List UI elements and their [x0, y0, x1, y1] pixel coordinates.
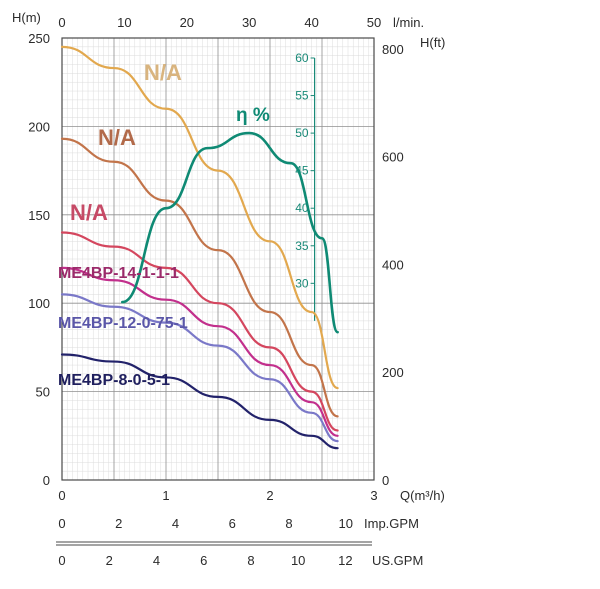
us-gpm-axis-label: US.GPM: [372, 553, 423, 568]
imp-gpm-tick-label: 6: [229, 516, 236, 531]
us-gpm-tick-label: 2: [106, 553, 113, 568]
efficiency-curve: [121, 131, 339, 334]
x-top-tick-label: 50: [367, 15, 381, 30]
y-right-tick-label: 800: [382, 42, 404, 57]
x-top-tick-label: 10: [117, 15, 131, 30]
imp-gpm-tick-label: 0: [58, 516, 65, 531]
series-label-1: N/A: [144, 60, 182, 85]
y-left-tick-label: 250: [28, 31, 50, 46]
imp-gpm-tick-label: 8: [285, 516, 292, 531]
pump-curves: [60, 45, 339, 450]
eta-tick-label: 35: [295, 239, 309, 253]
grid-major: [62, 38, 374, 480]
imp-gpm-tick-label: 4: [172, 516, 179, 531]
eta-tick-label: 60: [295, 51, 309, 65]
y-left-tick-label: 100: [28, 296, 50, 311]
efficiency-label: η %: [236, 105, 270, 126]
y-right-tick-label: 200: [382, 365, 404, 380]
x-bottom-tick-label: 0: [58, 488, 65, 503]
y-left-tick-label: 200: [28, 119, 50, 134]
series-label-5: ME4BP-12-0-75-1: [58, 315, 188, 332]
x-bottom-axis-label: Q(m³/h): [400, 488, 445, 503]
us-gpm-tick-label: 8: [247, 553, 254, 568]
us-gpm-tick-label: 12: [338, 553, 352, 568]
us-gpm-tick-label: 0: [58, 553, 65, 568]
series-labels: N/A N/A N/A ME4BP-14-1-1-1 ME4BP-12-0-75-1 ME…: [58, 60, 188, 389]
series-label-4: ME4BP-14-1-1-1: [58, 265, 179, 282]
x-bottom-tick-label: 2: [266, 488, 273, 503]
y-right-axis-label: H(ft): [420, 35, 445, 50]
pump-curve-2: [60, 137, 339, 418]
gpm-scales: 0 2 4 6 8 10 Imp.GPM 0 2 4 6 8 10 12 US.GPM: [56, 516, 423, 568]
eta-tick-label: 55: [295, 89, 309, 103]
series-label-3: N/A: [70, 200, 108, 225]
y-right-tick-label: 600: [382, 150, 404, 165]
y-left-tick-label: 150: [28, 208, 50, 223]
pump-curve-5: [60, 293, 339, 443]
pump-curve-3: [60, 231, 339, 432]
pump-curve-1: [60, 45, 339, 390]
y-right-tick-label: 0: [382, 473, 389, 488]
eta-tick-label: 50: [295, 126, 309, 140]
imp-gpm-axis-label: Imp.GPM: [364, 516, 419, 531]
eta-tick-label: 40: [295, 201, 309, 215]
series-label-2: N/A: [98, 125, 136, 150]
x-top-axis-label: l/min.: [393, 15, 424, 30]
x-top-tick-label: 40: [304, 15, 318, 30]
us-gpm-tick-label: 6: [200, 553, 207, 568]
y-left-tick-label: 50: [36, 385, 50, 400]
y-left-tick-label: 0: [43, 473, 50, 488]
x-top-tick-label: 30: [242, 15, 256, 30]
pump-curve-4: [60, 266, 339, 437]
tick-labels: 0 50 100 150 200 250 H(m) 0 1 2 3 Q(m³/h) 0 10 20 30 40 5…: [12, 10, 445, 503]
eta-tick-label: 30: [295, 276, 309, 290]
imp-gpm-tick-label: 2: [115, 516, 122, 531]
imp-gpm-tick-label: 10: [338, 516, 352, 531]
us-gpm-tick-label: 10: [291, 553, 305, 568]
y-left-axis-label: H(m): [12, 10, 41, 25]
plot-border: [61, 37, 375, 481]
efficiency-curve-group: η %: [121, 105, 339, 334]
x-top-tick-label: 0: [58, 15, 65, 30]
pump-curve-6: [60, 353, 339, 450]
series-label-6: ME4BP-8-0-5-1: [58, 372, 170, 389]
plot-frame: [61, 37, 375, 481]
us-gpm-tick-label: 4: [153, 553, 160, 568]
x-top-tick-label: 20: [180, 15, 194, 30]
y-right-tick-label: 400: [382, 257, 404, 272]
x-bottom-tick-label: 1: [162, 488, 169, 503]
x-bottom-tick-label: 3: [370, 488, 377, 503]
